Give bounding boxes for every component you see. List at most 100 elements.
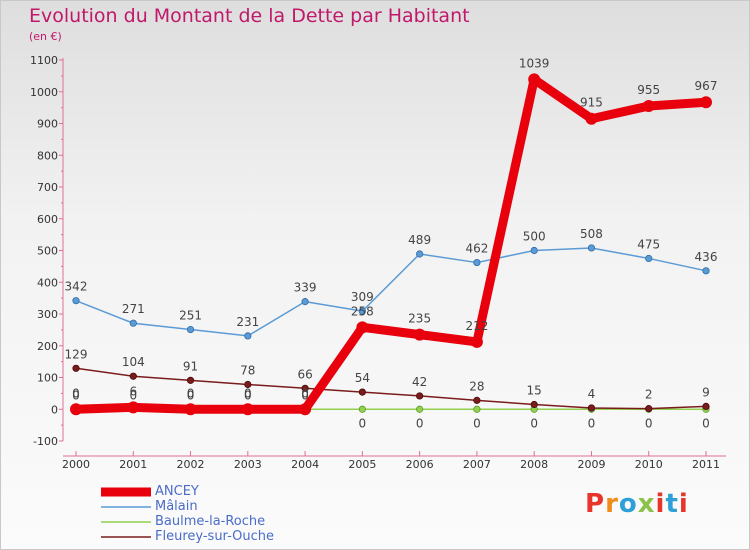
data-point-ancey (585, 112, 598, 125)
data-label-fleurey-sur-ouche: 104 (122, 355, 145, 369)
y-tick-label: 400 (37, 276, 58, 289)
data-point-m-lain (358, 307, 366, 315)
x-tick-label: 2000 (62, 458, 90, 471)
data-label-ancey: 235 (408, 312, 431, 326)
data-point-m-lain (587, 244, 596, 252)
y-tick-label: -100 (33, 435, 58, 448)
x-tick-label: 2007 (463, 458, 491, 471)
data-label-fleurey-sur-ouche: 15 (527, 383, 542, 397)
data-label-fleurey-sur-ouche: 42 (412, 375, 427, 389)
data-label-m-lain: 500 (523, 230, 546, 244)
data-point-fleurey-sur-ouche (530, 400, 538, 409)
data-point-ancey (470, 335, 483, 348)
legend-label-malain: Mâlain (155, 499, 198, 514)
x-tick-label: 2011 (692, 458, 720, 471)
data-label-m-lain: 436 (695, 250, 718, 264)
series-line-m-lain (75, 247, 707, 337)
data-point-m-lain (416, 250, 424, 258)
data-point-fleurey-sur-ouche (358, 388, 366, 396)
data-label-m-lain: 475 (637, 237, 660, 251)
data-point-m-lain (129, 319, 137, 327)
data-label-fleurey-sur-ouche: 4 (588, 387, 596, 401)
data-label-baulme-la-roche: 0 (359, 416, 367, 430)
data-label-ancey: 955 (637, 83, 660, 97)
legend-label-baulme: Baulme-la-Roche (155, 514, 266, 529)
data-label-m-lain: 462 (465, 242, 488, 256)
data-point-fleurey-sur-ouche (587, 404, 596, 412)
y-tick-label: 300 (37, 308, 58, 321)
legend-label-ancey: ANCEY (155, 484, 199, 499)
data-point-m-lain (244, 332, 252, 340)
data-label-ancey: 915 (580, 96, 603, 110)
x-tick-label: 2001 (119, 458, 147, 471)
data-label-ancey: 212 (465, 319, 488, 333)
data-point-ancey (356, 321, 369, 334)
y-tick-label: 1100 (30, 54, 58, 67)
series-line-ancey (71, 74, 711, 414)
data-label-baulme-la-roche: 0 (645, 416, 653, 430)
data-point-fleurey-sur-ouche (645, 405, 653, 413)
x-tick-label: 2010 (635, 458, 663, 471)
data-label-ancey: 0 (244, 386, 252, 400)
data-label-fleurey-sur-ouche: 129 (65, 347, 88, 361)
data-point-ancey (413, 328, 426, 341)
x-tick-label: 2004 (291, 458, 319, 471)
data-label-fleurey-sur-ouche: 66 (297, 367, 312, 381)
data-label-baulme-la-roche: 0 (473, 416, 481, 430)
y-tick-label: 200 (37, 340, 58, 353)
data-point-ancey (184, 403, 197, 416)
data-point-fleurey-sur-ouche (301, 384, 309, 392)
data-point-ancey (70, 403, 82, 416)
data-label-fleurey-sur-ouche: 78 (240, 363, 255, 377)
data-label-fleurey-sur-ouche: 91 (183, 359, 198, 373)
data-label-ancey: 0 (187, 386, 195, 400)
data-point-m-lain (473, 258, 481, 267)
series-line-fleurey-sur-ouche (75, 367, 707, 410)
data-point-m-lain (645, 254, 653, 263)
data-label-m-lain: 489 (408, 233, 431, 247)
y-tick-label: 600 (37, 213, 58, 226)
data-point-fleurey-sur-ouche (72, 364, 80, 372)
y-tick-label: 500 (37, 245, 58, 258)
data-point-ancey (528, 73, 541, 86)
x-tick-label: 2006 (406, 458, 434, 471)
data-label-fleurey-sur-ouche: 54 (355, 371, 370, 385)
data-label-baulme-la-roche: 0 (530, 416, 538, 430)
data-point-fleurey-sur-ouche (702, 402, 710, 410)
data-label-ancey: 967 (695, 79, 718, 93)
data-label-baulme-la-roche: 0 (588, 416, 596, 430)
data-point-fleurey-sur-ouche (129, 372, 137, 380)
data-label-m-lain: 271 (122, 302, 145, 316)
data-point-m-lain (186, 325, 195, 334)
x-tick-label: 2008 (520, 458, 548, 471)
data-label-m-lain: 231 (236, 315, 259, 329)
data-label-fleurey-sur-ouche: 28 (469, 379, 484, 393)
data-label-m-lain: 508 (580, 227, 603, 241)
data-point-m-lain (72, 297, 80, 305)
data-point-baulme-la-roche (358, 405, 366, 413)
x-tick-label: 2009 (577, 458, 605, 471)
data-label-baulme-la-roche: 0 (702, 416, 710, 430)
data-point-ancey (642, 100, 655, 113)
y-tick-label: 800 (37, 149, 58, 162)
data-label-m-lain: 251 (179, 309, 202, 323)
chart-subtitle: (en €) (29, 30, 62, 43)
data-label-fleurey-sur-ouche: 2 (645, 388, 653, 402)
data-label-baulme-la-roche: 0 (301, 388, 309, 402)
y-tick-label: 1000 (30, 86, 58, 99)
data-point-ancey (241, 403, 254, 416)
x-tick-label: 2002 (177, 458, 205, 471)
data-point-fleurey-sur-ouche (186, 376, 195, 384)
data-point-fleurey-sur-ouche (244, 380, 252, 389)
data-point-ancey (700, 96, 712, 109)
data-label-baulme-la-roche: 0 (187, 388, 195, 402)
data-label-ancey: 1039 (519, 56, 550, 70)
x-tick-label: 2005 (348, 458, 376, 471)
y-tick-label: 100 (37, 372, 58, 385)
data-point-ancey (299, 403, 312, 416)
data-label-m-lain: 339 (294, 281, 317, 295)
data-point-fleurey-sur-ouche (473, 396, 481, 404)
data-point-m-lain (530, 246, 538, 255)
data-label-fleurey-sur-ouche: 9 (702, 385, 710, 399)
